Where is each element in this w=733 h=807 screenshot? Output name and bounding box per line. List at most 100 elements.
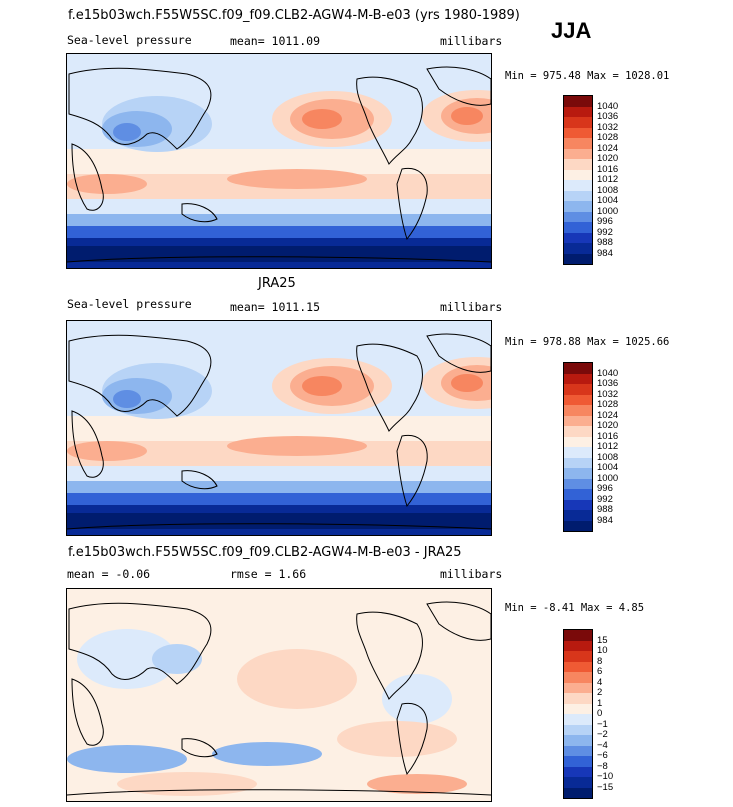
panel1-map [66, 53, 492, 269]
antarctic-coastline [67, 256, 491, 263]
diff-negative-southern [212, 742, 322, 766]
colorbar-swatch [564, 672, 592, 683]
coastline [68, 67, 212, 150]
storm-track-band [67, 493, 491, 507]
colorbar-tick-label: 988 [597, 504, 613, 515]
coastline [68, 334, 212, 417]
colorbar-swatch [564, 222, 592, 233]
colorbar-swatch [564, 201, 592, 212]
panel2-mean: mean= 1011.15 [230, 300, 321, 314]
colorbar-swatch [564, 714, 592, 725]
panel3-rmse: rmse = 1.66 [230, 567, 307, 581]
colorbar-swatch [564, 766, 592, 777]
colorbar-swatch [564, 693, 592, 704]
colorbar-tick-label: 984 [597, 247, 613, 259]
panel1-mean: mean= 1011.09 [230, 34, 321, 48]
colorbar-swatch [564, 640, 592, 651]
coastline [426, 601, 491, 641]
colorbar-swatch [564, 148, 592, 159]
colorbar-swatch [564, 682, 592, 693]
colorbar-swatch [564, 159, 592, 170]
panel2-variable: Sea-level pressure [67, 297, 192, 311]
coastline [71, 410, 104, 478]
colorbar-swatch [564, 127, 592, 138]
north-pacific-high-core [302, 376, 342, 396]
colorbar-tick-label: −2 [597, 729, 608, 740]
colorbar-swatch [564, 394, 592, 405]
panel1-variable: Sea-level pressure [67, 33, 192, 47]
colorbar-tick-label: 1008 [597, 184, 619, 196]
coastline [71, 143, 104, 211]
storm-track-band [67, 214, 491, 228]
colorbar-swatch [564, 703, 592, 714]
south-pacific-high [227, 169, 367, 189]
panel1-colorbar [563, 95, 593, 265]
colorbar-tick-label: 1040 [597, 100, 619, 112]
colorbar-tick-label: 1008 [597, 451, 619, 463]
colorbar-swatch [564, 489, 592, 500]
colorbar-swatch [564, 745, 592, 756]
colorbar-tick-label: 1016 [597, 163, 619, 175]
colorbar-swatch [564, 106, 592, 117]
colorbar-tick-label: −8 [597, 760, 608, 772]
colorbar-tick-label: 1032 [597, 388, 619, 400]
panel2-colorbar [563, 362, 593, 532]
colorbar-swatch [564, 756, 592, 767]
indian-ocean-high [67, 441, 147, 461]
panel3-mean: mean = -0.06 [67, 567, 151, 581]
coastline [396, 434, 428, 508]
coastline [426, 333, 491, 373]
colorbar-swatch [564, 724, 592, 735]
diff-negative-southern [67, 745, 187, 773]
panel1-units: millibars [440, 34, 503, 48]
panel3-units: millibars [440, 567, 503, 581]
diff-negative-americas [382, 674, 452, 724]
colorbar-tick-label: 1028 [597, 399, 619, 410]
storm-track-band [67, 226, 491, 240]
diff-positive-south-pacific [337, 721, 457, 757]
coastline [396, 702, 428, 776]
colorbar-tick-label: 1036 [597, 111, 619, 122]
colorbar-swatch [564, 520, 592, 531]
colorbar-tick-label: 1016 [597, 430, 619, 442]
colorbar-swatch [564, 180, 592, 191]
colorbar-tick-label: 1012 [597, 441, 619, 452]
colorbar-swatch [564, 777, 592, 788]
colorbar-tick-label: 6 [597, 666, 603, 677]
coastline [181, 470, 218, 490]
panel3-map [66, 588, 492, 802]
page-title: f.e15b03wch.F55W5SC.f09_f09.CLB2-AGW4-M-… [68, 8, 520, 23]
colorbar-tick-label: 992 [597, 493, 613, 505]
colorbar-tick-label: 0 [597, 708, 603, 719]
colorbar-tick-label: 984 [597, 514, 613, 526]
colorbar-tick-label: −4 [597, 739, 608, 751]
colorbar-swatch [564, 447, 592, 458]
colorbar-tick-label: 15 [597, 634, 608, 646]
diff-positive-pacific [237, 649, 357, 709]
colorbar-swatch [564, 457, 592, 468]
colorbar-tick-label: −1 [597, 718, 608, 730]
colorbar-swatch [564, 426, 592, 437]
antarctic-coastline [67, 789, 491, 796]
colorbar-swatch [564, 651, 592, 662]
panel1-minmax: Min = 975.48 Max = 1028.01 [505, 70, 670, 82]
colorbar-swatch [564, 117, 592, 128]
colorbar-tick-label: 988 [597, 237, 613, 248]
diff-positive-antarctic [117, 772, 257, 796]
coastline [71, 678, 104, 746]
colorbar-tick-label: 1024 [597, 409, 619, 421]
diff-negative-asia [77, 629, 177, 689]
indian-ocean-high [67, 174, 147, 194]
colorbar-swatch [564, 468, 592, 479]
colorbar-swatch [564, 138, 592, 149]
panel2-map [66, 320, 492, 536]
panel2-units: millibars [440, 300, 503, 314]
colorbar-tick-label: 1036 [597, 378, 619, 389]
coastline [356, 343, 423, 432]
antarctic-coastline [67, 523, 491, 530]
colorbar-swatch [564, 232, 592, 243]
colorbar-swatch [564, 436, 592, 447]
colorbar-tick-label: 2 [597, 687, 603, 698]
season-label: JJA [551, 18, 592, 43]
colorbar-swatch [564, 211, 592, 222]
